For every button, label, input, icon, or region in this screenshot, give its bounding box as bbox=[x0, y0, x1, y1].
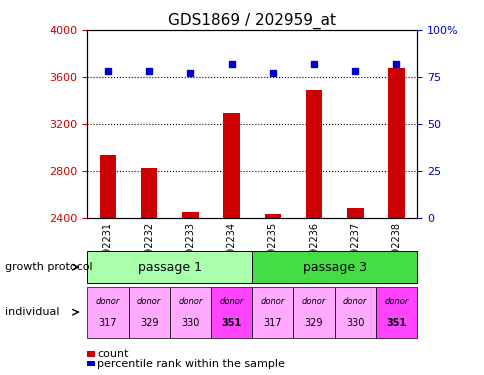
Text: donor: donor bbox=[136, 297, 161, 306]
Bar bbox=[140, 168, 157, 217]
Text: percentile rank within the sample: percentile rank within the sample bbox=[97, 359, 284, 369]
Text: passage 1: passage 1 bbox=[137, 261, 201, 274]
Text: donor: donor bbox=[342, 297, 367, 306]
Text: growth protocol: growth protocol bbox=[5, 262, 92, 272]
Text: 351: 351 bbox=[386, 318, 406, 328]
Text: donor: donor bbox=[301, 297, 326, 306]
Text: donor: donor bbox=[383, 297, 408, 306]
Bar bbox=[223, 113, 239, 218]
Text: donor: donor bbox=[219, 297, 243, 306]
Text: donor: donor bbox=[260, 297, 285, 306]
Bar bbox=[264, 214, 281, 217]
Text: 330: 330 bbox=[346, 318, 363, 328]
Text: 351: 351 bbox=[221, 318, 241, 328]
Text: 330: 330 bbox=[181, 318, 199, 328]
Bar bbox=[387, 68, 404, 218]
Bar bbox=[99, 155, 116, 218]
Text: donor: donor bbox=[95, 297, 120, 306]
Bar bbox=[305, 90, 322, 218]
Text: 317: 317 bbox=[98, 318, 117, 328]
Bar bbox=[347, 208, 363, 218]
Text: 317: 317 bbox=[263, 318, 282, 328]
Text: 329: 329 bbox=[304, 318, 323, 328]
Text: individual: individual bbox=[5, 307, 59, 317]
Text: 329: 329 bbox=[139, 318, 158, 328]
Text: count: count bbox=[97, 350, 128, 359]
Text: passage 3: passage 3 bbox=[302, 261, 366, 274]
Bar bbox=[182, 211, 198, 217]
Title: GDS1869 / 202959_at: GDS1869 / 202959_at bbox=[168, 12, 335, 28]
Text: donor: donor bbox=[178, 297, 202, 306]
